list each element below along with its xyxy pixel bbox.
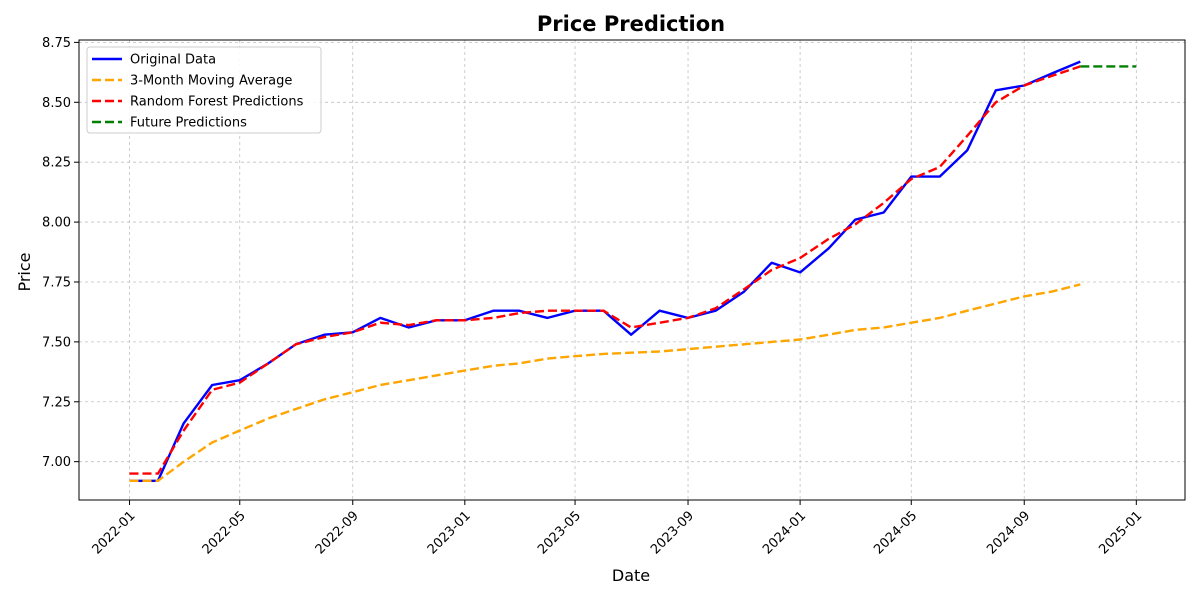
x-tick-label: 2024-05 <box>871 508 920 557</box>
x-tick-label: 2024-09 <box>984 508 1033 557</box>
x-tick-label: 2022-05 <box>200 508 249 557</box>
x-tick-label: 2023-05 <box>535 508 584 557</box>
x-tick-label: 2022-09 <box>313 508 362 557</box>
chart-title: Price Prediction <box>537 12 725 36</box>
y-axis-label: Price <box>15 252 34 291</box>
x-tick-label: 2023-01 <box>425 508 474 557</box>
y-tick-label: 8.75 <box>42 36 71 51</box>
y-tick-label: 8.50 <box>42 96 71 111</box>
series-line-2 <box>129 283 1081 482</box>
y-tick-label: 7.75 <box>42 275 71 290</box>
grid <box>79 40 1185 500</box>
plot-frame <box>78 39 1186 501</box>
legend-label: Future Predictions <box>130 116 247 131</box>
x-axis-label: Date <box>612 566 650 585</box>
legend-box <box>86 46 322 134</box>
y-tick-label: 8.25 <box>42 156 71 171</box>
series-lines <box>129 60 1137 482</box>
legend-label: 3-Month Moving Average <box>130 74 292 89</box>
series-line-3 <box>129 65 1081 475</box>
y-tick-label: 7.00 <box>42 455 71 470</box>
y-tick-label: 8.00 <box>42 216 71 231</box>
x-tick-label: 2025-01 <box>1096 508 1145 557</box>
y-tick-label: 7.25 <box>42 395 71 410</box>
legend-label: Random Forest Predictions <box>130 95 304 110</box>
x-tick-label: 2024-01 <box>760 508 809 557</box>
x-tick-label: 2023-09 <box>648 508 697 557</box>
y-tick-label: 7.50 <box>42 335 71 350</box>
legend: Original Data 3-Month Moving Average Rando… <box>86 46 322 134</box>
x-tick-label: 2022-01 <box>90 508 139 557</box>
legend-label: Original Data <box>130 53 216 68</box>
